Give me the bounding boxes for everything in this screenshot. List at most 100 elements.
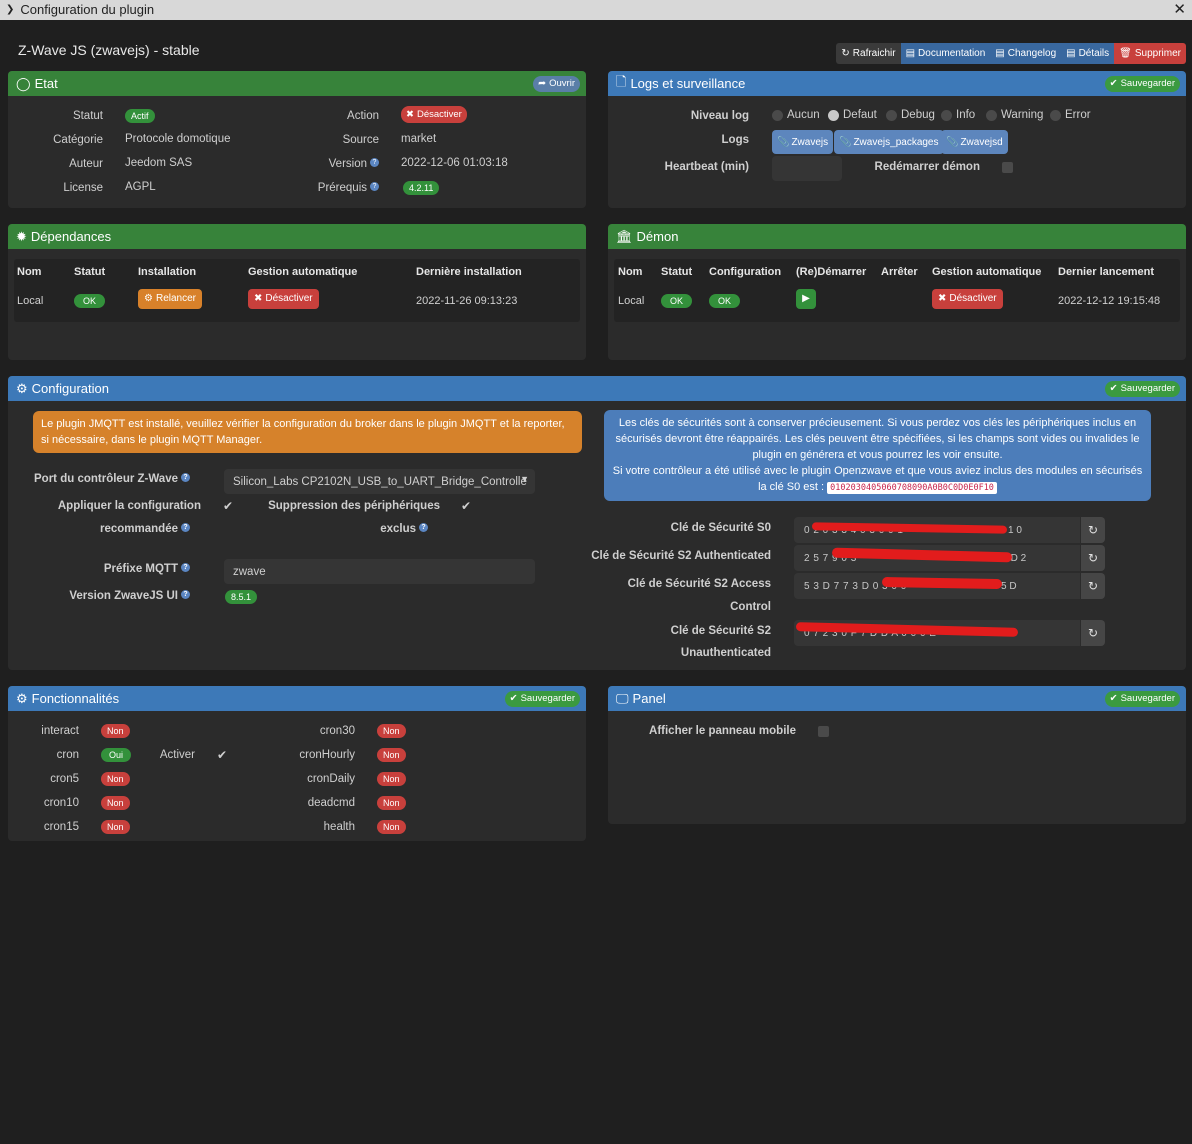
- help-icon[interactable]: ?: [419, 523, 428, 532]
- delete-label: Supprimer: [1134, 48, 1181, 59]
- delete-button[interactable]: 🗑 Supprimer: [1114, 43, 1186, 64]
- refresh-button[interactable]: ↻ Rafraichir: [836, 43, 901, 64]
- mobile-panel-checkbox[interactable]: [818, 726, 829, 737]
- dep-deactivate-button[interactable]: ✖ Désactiver: [248, 289, 319, 309]
- help-icon[interactable]: ?: [181, 523, 190, 532]
- dependances-title: Dépendances: [30, 229, 112, 244]
- feature-name: cron10: [43, 797, 79, 809]
- redaction-mark: [831, 547, 1013, 563]
- column-header: Nom: [17, 266, 42, 278]
- categorie-value: Protocole domotique: [125, 133, 231, 145]
- paperclip-icon: 📎: [777, 136, 790, 148]
- column-header: Arrêter: [881, 266, 918, 278]
- dep-status-badge: OK: [74, 294, 106, 308]
- key-s2auth-input[interactable]: 2 5 7 9 0 3 2 3 D 2: [794, 545, 1080, 571]
- top-action-buttons: ↻ Rafraichir ▤ Documentation ▤ Changelog ▤ D…: [836, 43, 1186, 64]
- log-level-label: Info: [956, 109, 976, 121]
- heartbeat-input[interactable]: [772, 156, 842, 181]
- feature-status-badge: Oui: [101, 748, 132, 762]
- help-icon[interactable]: ?: [181, 563, 190, 572]
- log-level-defaut[interactable]: Defaut: [828, 109, 877, 121]
- help-icon[interactable]: ?: [181, 590, 190, 599]
- demon-deactivate-button[interactable]: ✖ Désactiver: [932, 289, 1003, 309]
- logs-save-button[interactable]: ✔ Sauvegarder: [1104, 75, 1180, 92]
- config-save-button[interactable]: ✔ Sauvegarder: [1104, 380, 1180, 397]
- help-icon[interactable]: ?: [370, 158, 379, 167]
- port-select[interactable]: Silicon_Labs CP2102N_USB_to_UART_Bridge_…: [224, 469, 535, 494]
- feature-name: cron: [56, 749, 79, 761]
- dependances-table: Nom Statut Installation Gestion automati…: [14, 259, 580, 322]
- x-icon: ✖: [254, 293, 263, 304]
- fonctionnalites-save-button[interactable]: ✔ Sauvegarder: [504, 690, 580, 707]
- key-s0-input[interactable]: 0 2 0 3 3 4 0 3 0 0 1 1 0: [794, 517, 1080, 543]
- log-level-label: Error: [1065, 109, 1091, 121]
- dep-nom-cell: Local: [17, 295, 44, 307]
- deactivate-plugin-button[interactable]: ✖ Désactiver: [401, 106, 467, 123]
- demon-status-badge: OK: [661, 294, 693, 308]
- version-ui-badge: 8.5.1: [225, 590, 258, 604]
- key-s2unauth-label: Clé de Sécurité S2: [670, 625, 771, 637]
- key-s2auth-text: 2 5 7 9 0 3: [804, 553, 857, 564]
- feature-status-badge: Non: [377, 724, 406, 738]
- feature-status-badge: Non: [101, 820, 130, 834]
- log-level-warning[interactable]: Warning: [986, 109, 1043, 121]
- radio-icon: [1050, 109, 1061, 121]
- log-level-error[interactable]: Error: [1050, 109, 1091, 121]
- key-s2unauth-regenerate-button[interactable]: ↻: [1081, 620, 1105, 646]
- auteur-label: Auteur: [69, 158, 103, 170]
- key-s2auth-regenerate-button[interactable]: ↻: [1081, 545, 1105, 571]
- documentation-button[interactable]: ▤ Documentation: [900, 43, 991, 64]
- key-s2auth-row: 2 5 7 9 0 3 2 3 D 2 ↻: [794, 545, 1105, 571]
- appliquer-label: Appliquer la configuration: [57, 500, 201, 512]
- log-level-debug[interactable]: Debug: [886, 109, 935, 121]
- source-label: Source: [342, 134, 379, 146]
- log-level-info[interactable]: Info: [941, 109, 975, 121]
- dep-deactivate-label: Désactiver: [265, 293, 313, 304]
- open-button[interactable]: ➦ Ouvrir: [533, 75, 580, 92]
- key-s2access-regenerate-button[interactable]: ↻: [1081, 573, 1105, 599]
- dependances-header: ✹ Dépendances: [8, 224, 586, 249]
- chevron-right-icon[interactable]: ❯: [6, 4, 15, 15]
- x-icon: ✖: [938, 293, 947, 304]
- check-circle-icon: ✔: [1109, 692, 1118, 704]
- key-s0-end-text: 1 0: [1008, 525, 1022, 536]
- radio-selected-icon: [828, 109, 839, 121]
- close-icon[interactable]: ✕: [1173, 1, 1186, 18]
- book-icon: ▤: [905, 48, 916, 59]
- relancer-button[interactable]: ⚙ Relancer: [138, 289, 202, 309]
- x-icon: ✖: [406, 109, 414, 120]
- details-button[interactable]: ▤ Détails: [1061, 43, 1115, 64]
- window-titlebar: ❯ Configuration du plugin ✕: [0, 0, 1192, 20]
- action-label: Action: [347, 110, 379, 122]
- key-s2unauth-input[interactable]: 0 7 2 3 0 F 7 D D A 0 0 0 E 2 E 3: [794, 620, 1080, 646]
- feature-name: deadcmd: [307, 797, 355, 809]
- panel-save-button[interactable]: ✔ Sauvegarder: [1104, 690, 1180, 707]
- changelog-button[interactable]: ▤ Changelog: [990, 43, 1062, 64]
- open-label: Ouvrir: [549, 77, 575, 89]
- log-zwavejs-button[interactable]: 📎 Zwavejs: [772, 130, 834, 154]
- suppression-checkbox[interactable]: ✔: [461, 499, 472, 513]
- key-s0-regenerate-button[interactable]: ↻: [1081, 517, 1105, 543]
- logs-header: 🗋 Logs et surveillance ✔ Sauvegarder: [608, 71, 1186, 96]
- log-button-label: Zwavejs_packages: [853, 136, 939, 148]
- log-level-aucun[interactable]: Aucun: [772, 109, 820, 121]
- help-icon[interactable]: ?: [370, 182, 379, 191]
- check-circle-icon: ✔: [1109, 77, 1118, 89]
- port-label-wrap: Port du contrôleur Z-Wave?: [28, 473, 190, 485]
- column-header: Statut: [661, 266, 693, 278]
- cron-activer-checkbox[interactable]: ✔: [217, 748, 228, 762]
- log-zwavejs-packages-button[interactable]: 📎 Zwavejs_packages: [834, 130, 944, 154]
- key-s2access-row: 5 3 D 7 7 3 D 0 3 0 0 5 D ↻: [794, 573, 1105, 599]
- appliquer-checkbox[interactable]: ✔: [223, 499, 234, 513]
- etat-panel: ◯ Etat ➦ Ouvrir Statut Actif Catégorie Pro…: [8, 71, 586, 208]
- help-icon[interactable]: ?: [181, 473, 190, 482]
- book-icon: ▤: [1066, 48, 1076, 59]
- key-s2access-input[interactable]: 5 3 D 7 7 3 D 0 3 0 0 5 D: [794, 573, 1080, 599]
- prefixe-mqtt-input[interactable]: zwave: [224, 559, 535, 584]
- log-zwavejsd-button[interactable]: 📎 Zwavejsd: [941, 130, 1008, 154]
- key-s2access-label-2: Control: [730, 601, 771, 613]
- key-s2unauth-label-2: Unauthenticated: [680, 647, 771, 659]
- restart-daemon-checkbox[interactable]: [1002, 162, 1013, 173]
- play-button[interactable]: ▶: [796, 289, 816, 309]
- demon-panel: 🏛 Démon Nom Statut Configuration (Re)Déma…: [608, 224, 1186, 360]
